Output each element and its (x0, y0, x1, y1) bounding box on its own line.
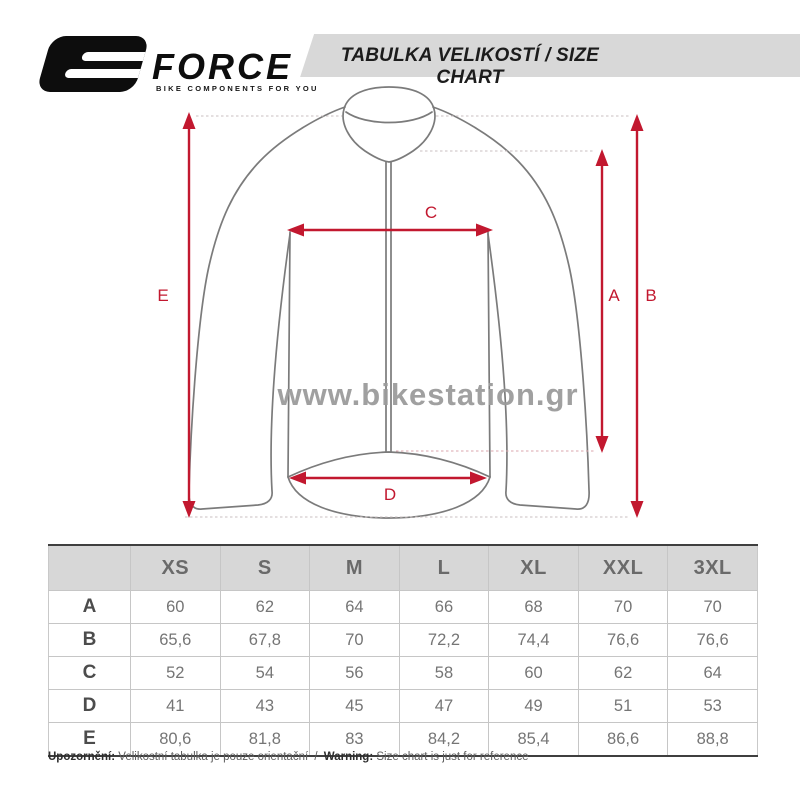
size-cell: 66 (398, 590, 489, 624)
size-cell: 86,6 (577, 722, 668, 756)
size-table-header-row: XS S M L XL XXL 3XL (48, 545, 758, 591)
size-table: XS S M L XL XXL 3XL A 60 62 64 66 68 70 … (48, 544, 758, 757)
jersey-outline (188, 86, 590, 519)
col-header-s: S (219, 545, 310, 591)
measurement-labels: A B C D E (157, 203, 656, 504)
size-cell: 62 (219, 590, 310, 624)
col-header-xl: XL (488, 545, 579, 591)
size-cell: 70 (667, 590, 758, 624)
col-header-l: L (398, 545, 489, 591)
label-E: E (157, 286, 168, 305)
size-cell: 80,6 (130, 722, 221, 756)
row-label: A (48, 590, 131, 624)
table-row-E: E 80,6 81,8 83 84,2 85,4 86,6 88,8 (48, 722, 758, 756)
size-cell: 45 (309, 689, 400, 723)
warning-separator: / (314, 751, 318, 763)
brand-tagline: BIKE COMPONENTS FOR YOU (156, 84, 319, 93)
warning-label-cs: Upozornění: (48, 751, 116, 763)
size-cell: 62 (577, 656, 668, 690)
col-header-xxl: XXL (577, 545, 668, 591)
size-cell: 76,6 (667, 623, 758, 657)
force-logo: FORCE BIKE COMPONENTS FOR YOU (35, 34, 320, 96)
size-cell: 47 (398, 689, 489, 723)
size-cell: 85,4 (488, 722, 579, 756)
size-cell: 74,4 (488, 623, 579, 657)
size-cell: 65,6 (130, 623, 221, 657)
table-row-B: B 65,6 67,8 70 72,2 74,4 76,6 76,6 (48, 623, 758, 657)
watermark: www.bikestation.gr (276, 377, 578, 412)
label-B: B (645, 286, 656, 305)
size-cell: 68 (488, 590, 579, 624)
table-row-C: C 52 54 56 58 60 62 64 (48, 656, 758, 690)
size-cell: 70 (309, 623, 400, 657)
label-C: C (425, 203, 437, 222)
warning-note: Upozornění: Velikostní tabulka je pouze … (48, 751, 532, 763)
size-cell: 64 (667, 656, 758, 690)
size-cell: 41 (130, 689, 221, 723)
size-cell: 64 (309, 590, 400, 624)
col-header-xs: XS (130, 545, 221, 591)
size-cell: 54 (219, 656, 310, 690)
size-cell: 53 (667, 689, 758, 723)
size-cell: 88,8 (667, 722, 758, 756)
table-row-A: A 60 62 64 66 68 70 70 (48, 590, 758, 624)
page-title: TABULKA VELIKOSTÍ / SIZE CHART (340, 45, 600, 88)
size-cell: 60 (488, 656, 579, 690)
label-A: A (608, 286, 620, 305)
table-row-D: D 41 43 45 47 49 51 53 (48, 689, 758, 723)
warning-text-en: Size chart is just for reference (376, 751, 529, 763)
size-cell: 81,8 (219, 722, 310, 756)
size-cell: 52 (130, 656, 221, 690)
size-cell: 83 (309, 722, 400, 756)
corner-cell (48, 545, 131, 591)
size-cell: 72,2 (398, 623, 489, 657)
size-cell: 49 (488, 689, 579, 723)
size-cell: 67,8 (219, 623, 310, 657)
size-cell: 76,6 (577, 623, 668, 657)
size-cell: 70 (577, 590, 668, 624)
warning-text-cs: Velikostní tabulka je pouze orientační (118, 751, 309, 763)
size-cell: 60 (130, 590, 221, 624)
size-cell: 58 (398, 656, 489, 690)
row-label: B (48, 623, 131, 657)
row-label: D (48, 689, 131, 723)
size-cell: 43 (219, 689, 310, 723)
col-header-m: M (309, 545, 400, 591)
brand-wordmark: FORCE (152, 46, 293, 87)
size-cell: 51 (577, 689, 668, 723)
size-cell: 56 (309, 656, 400, 690)
label-D: D (384, 485, 396, 504)
col-header-3xl: 3XL (667, 545, 758, 591)
warning-label-en: Warning: (323, 751, 374, 763)
size-cell: 84,2 (398, 722, 489, 756)
row-label: E (48, 722, 131, 756)
row-label: C (48, 656, 131, 690)
measurement-arrows (182, 112, 644, 518)
guide-lines (185, 115, 629, 518)
